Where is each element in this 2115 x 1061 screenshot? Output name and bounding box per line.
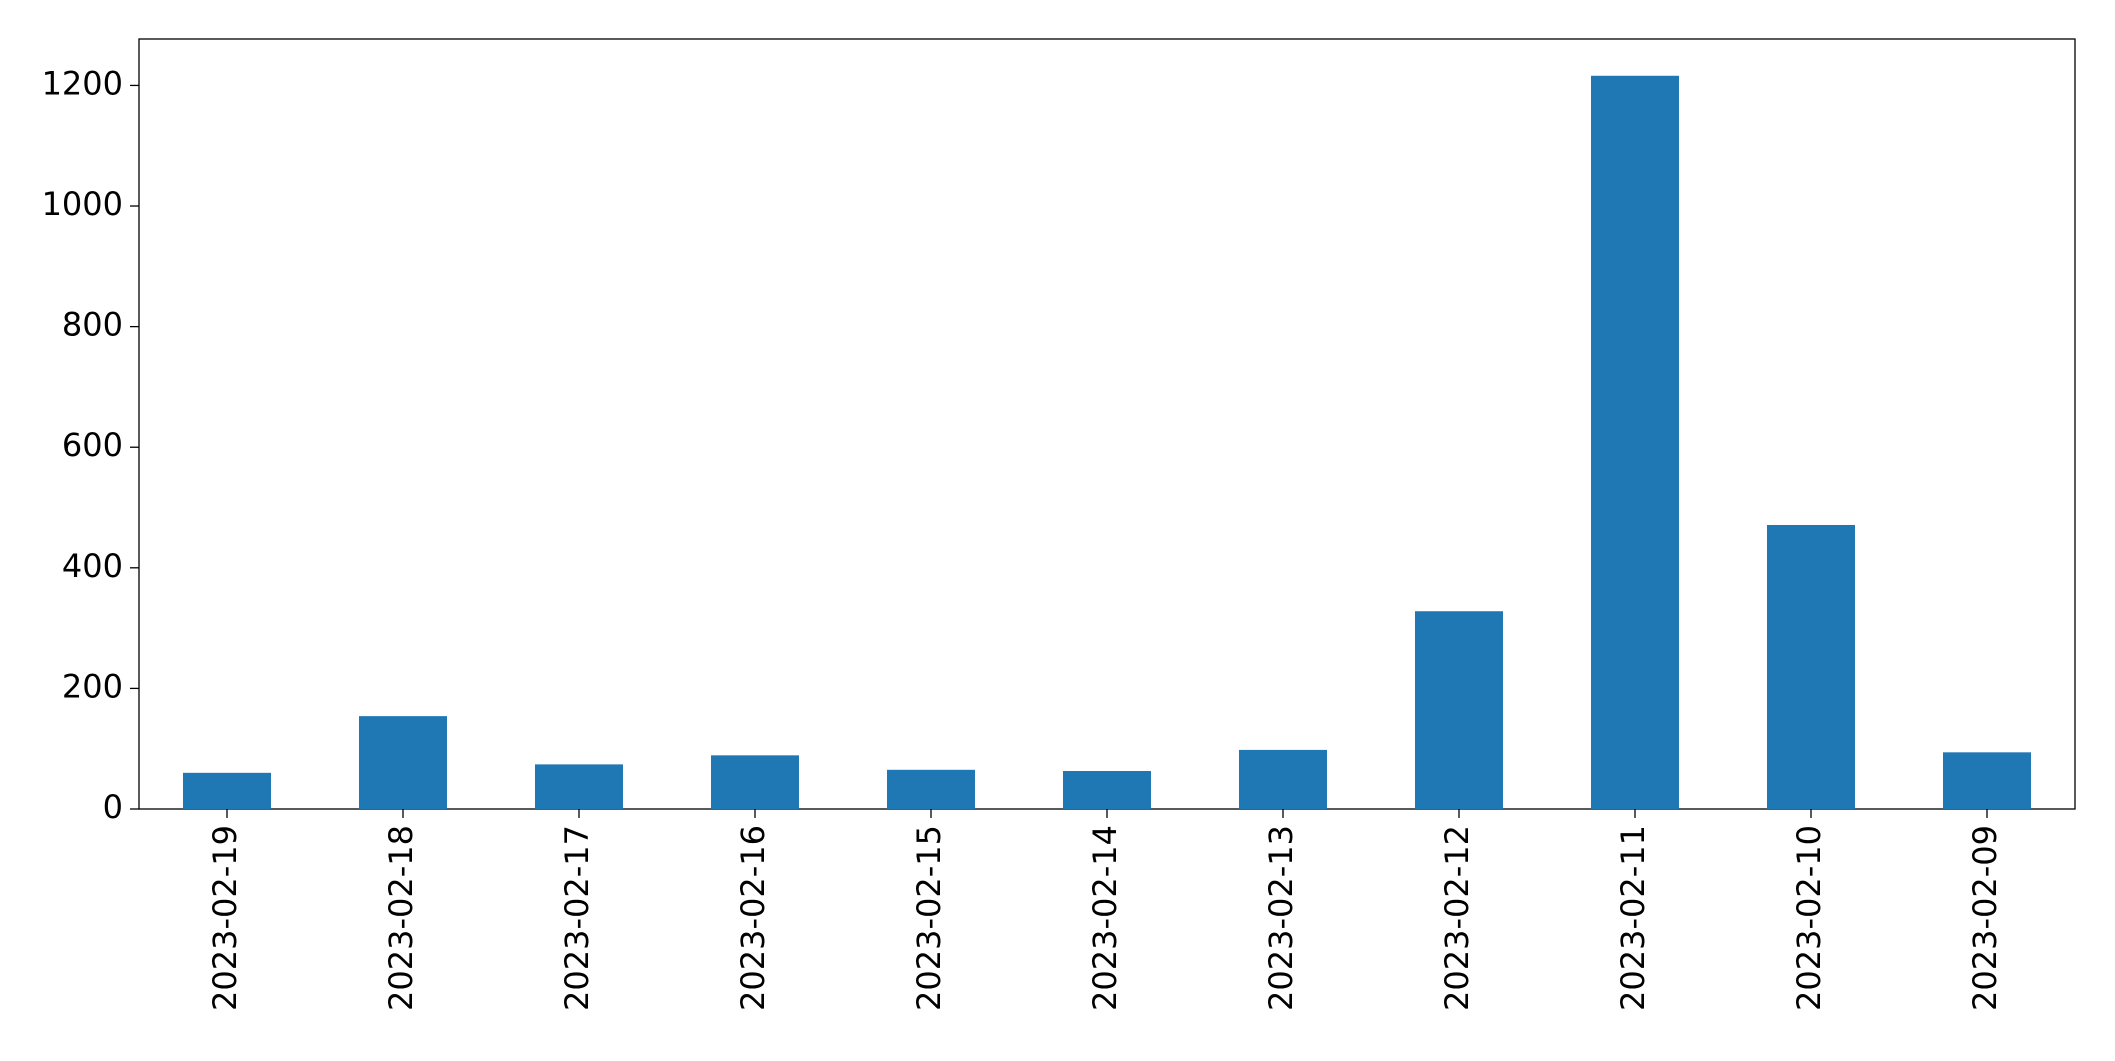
- x-tick-label: 2023-02-14: [1086, 825, 1124, 1011]
- x-tick-label: 2023-02-12: [1438, 825, 1476, 1011]
- bar: [1063, 771, 1151, 809]
- bar: [1239, 749, 1327, 809]
- y-tick-label: 1200: [42, 64, 123, 102]
- y-tick-label: 800: [62, 306, 123, 344]
- bar: [535, 764, 623, 809]
- x-tick-label: 2023-02-13: [1262, 825, 1300, 1011]
- bar: [1591, 75, 1679, 810]
- x-tick-label: 2023-02-09: [1966, 825, 2004, 1011]
- y-tick-label: 0: [103, 788, 123, 826]
- bar: [887, 769, 975, 809]
- y-tick-label: 600: [62, 426, 123, 464]
- x-tick-label: 2023-02-15: [910, 825, 948, 1011]
- x-tick-label: 2023-02-10: [1790, 825, 1828, 1011]
- x-tick-label: 2023-02-18: [382, 825, 420, 1011]
- bar: [711, 755, 799, 809]
- bar: [183, 772, 271, 809]
- bar: [359, 716, 447, 809]
- bar: [1415, 611, 1503, 809]
- x-tick-label: 2023-02-17: [558, 825, 596, 1011]
- y-tick-label: 200: [62, 667, 123, 705]
- x-tick-label: 2023-02-16: [734, 825, 772, 1011]
- x-tick-label: 2023-02-11: [1614, 825, 1652, 1011]
- y-tick-label: 1000: [42, 185, 123, 223]
- x-tick-label: 2023-02-19: [206, 825, 244, 1011]
- bar: [1767, 524, 1855, 809]
- y-tick-label: 400: [62, 547, 123, 585]
- bar: [1943, 752, 2031, 809]
